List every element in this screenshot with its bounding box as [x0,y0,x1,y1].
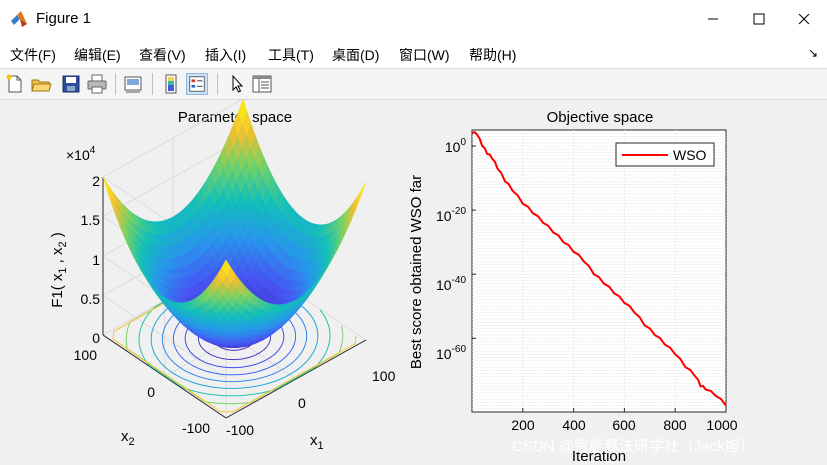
x1-tick-label: -100 [226,422,254,438]
watermark-text: CSDN @智能算法研学社（Jack旭） [512,437,755,455]
z-tick-label: 2 [92,173,100,189]
x2-tick-label: 0 [147,384,155,400]
convergence-ticks [472,145,727,412]
window-title: Figure 1 [36,10,92,27]
parameter-space-axes: Parameter space 0 0.5 1 1.5 2 ×104 F1( x… [49,100,396,452]
x-tick-label: 600 [612,417,636,433]
minimize-icon [708,18,718,20]
menu-file[interactable]: 文件(F) [10,47,56,63]
z-exponent-label: ×104 [66,145,96,163]
new-figure-icon[interactable] [4,73,26,95]
x2-axis-line [102,334,227,419]
menu-bar: 文件(F) 编辑(E) 查看(V) 插入(I) 工具(T) 桌面(D) 窗口(W… [0,38,827,69]
convergence-grid [472,130,726,412]
dock-figure-button[interactable]: ↘ [808,46,819,60]
menu-insert[interactable]: 插入(I) [205,47,247,63]
legend-icon[interactable] [186,73,208,95]
menu-view[interactable]: 查看(V) [139,47,186,63]
y-tick-label: 10-40 [436,275,466,293]
toolbar-separator [217,73,218,95]
z-tick-label: 0 [92,330,100,346]
menu-edit[interactable]: 编辑(E) [74,47,121,63]
x-tick-label: 1000 [706,417,737,433]
figure-canvas: Parameter space 0 0.5 1 1.5 2 ×104 F1( x… [49,100,755,465]
y-tick-label: 10-60 [436,344,466,362]
close-button[interactable] [781,0,827,38]
x-tick-label: 400 [562,417,586,433]
convergence-y-label: Best score obtained WSO far [408,175,425,369]
y-tick-label: 100 [445,137,467,155]
x-tick-label: 800 [663,417,687,433]
x-tick-label: 200 [511,417,535,433]
maximize-button[interactable] [736,0,782,38]
z-tick-label: 1.5 [81,212,101,228]
minimize-button[interactable] [690,0,736,38]
convergence-x-label: Iteration [572,448,626,465]
toolbar-separator [115,73,116,95]
z-axis-label: F1( x1 , x2 ) [49,232,69,308]
figure-toolbar [0,69,827,100]
x2-tick-label: 100 [74,347,98,363]
save-icon[interactable] [60,73,82,95]
x1-tick-label: 0 [298,395,306,411]
y-tick-label: 10-20 [436,206,466,224]
menu-window[interactable]: 窗口(W) [399,47,450,63]
x2-tick-label: -100 [182,420,210,436]
surface-patch [356,181,367,203]
objective-space-axes: Objective space 100 10-20 10-40 10-60 20… [408,109,738,465]
matlab-logo-icon [11,11,27,27]
surface-title: Parameter space [178,109,292,126]
x1-axis-line [225,339,367,419]
z-tick-label: 1 [92,252,100,268]
legend[interactable]: WSO [615,142,715,167]
link-plot-icon[interactable] [122,73,144,95]
colorbar-icon[interactable] [160,73,182,95]
maximize-icon [753,13,765,25]
x1-axis-label: x1 [310,432,324,452]
property-inspector-icon[interactable] [251,73,273,95]
print-icon[interactable] [86,73,108,95]
z-tick-label: 0.5 [81,291,101,307]
surface-mesh [102,100,367,349]
pointer-icon[interactable] [226,73,248,95]
legend-label-wso: WSO [673,147,707,163]
open-file-icon[interactable] [30,73,52,95]
close-icon [798,13,810,25]
wso-convergence-line [471,130,727,407]
convergence-title: Objective space [547,109,654,126]
x2-axis-label: x2 [121,428,135,448]
window-title-bar[interactable]: Figure 1 [0,0,827,38]
menu-help[interactable]: 帮助(H) [469,47,517,63]
menu-tools[interactable]: 工具(T) [268,47,314,63]
menu-desktop[interactable]: 桌面(D) [332,47,380,63]
surface-patch [221,259,232,276]
x1-tick-label: 100 [372,368,396,384]
toolbar-separator [152,73,153,95]
